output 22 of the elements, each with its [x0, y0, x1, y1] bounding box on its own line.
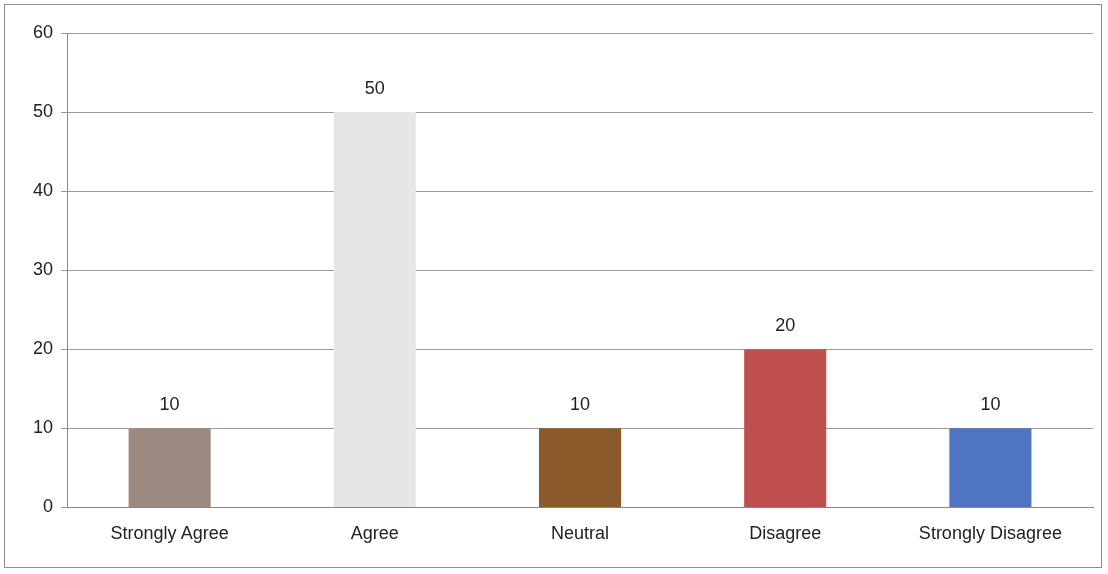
x-tick-label: Neutral: [551, 523, 610, 544]
data-label: 10: [570, 394, 591, 415]
y-tick-label: 10: [32, 417, 54, 438]
y-tick-label: 40: [32, 180, 54, 201]
data-label: 10: [159, 394, 180, 415]
y-tick-label: 50: [32, 101, 54, 122]
bar: [949, 428, 1032, 507]
x-tick-label: Strongly Agree: [110, 523, 229, 544]
data-label: 20: [775, 315, 796, 336]
bar: [538, 428, 622, 507]
y-tick-label: 20: [32, 338, 54, 359]
data-label: 10: [980, 394, 1001, 415]
data-label: 50: [364, 78, 385, 99]
y-tick-label: 0: [43, 496, 54, 517]
x-tick-label: Strongly Disagree: [918, 523, 1062, 544]
x-tick-label: Agree: [350, 523, 399, 544]
bar: [128, 428, 211, 507]
bar: [744, 349, 827, 507]
y-tick-label: 60: [32, 21, 54, 42]
x-tick-label: Disagree: [749, 523, 822, 544]
bar: [333, 112, 416, 507]
y-tick-label: 30: [32, 259, 54, 280]
